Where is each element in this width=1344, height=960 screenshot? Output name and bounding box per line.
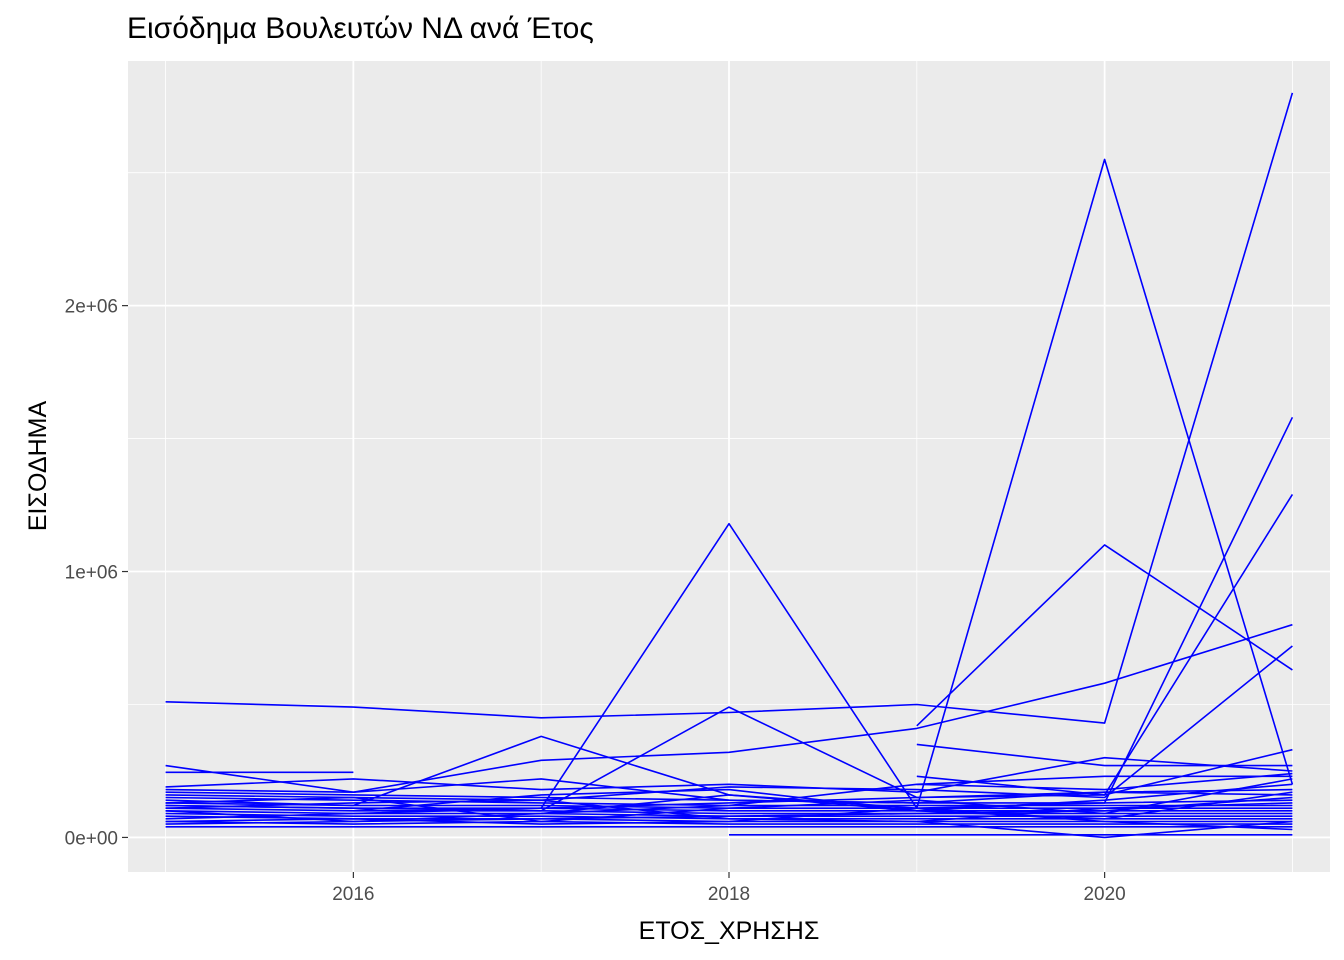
series-line-3 [916,544,1293,727]
series-line-33 [541,772,1293,815]
x-tick-label: 2020 [1083,884,1125,905]
chart-title: Εισόδημα Βουλευτών ΝΔ ανά Έτος [127,12,594,45]
series-line-1 [165,92,1294,724]
x-axis-title: ΕΤΟΣ_ΧΡΗΣΗΣ [639,917,820,945]
y-tick-label: 0e+00 [65,828,118,849]
y-tick-label: 1e+06 [65,563,118,584]
x-tick-label: 2016 [332,884,374,905]
series-line-32 [353,788,1293,820]
series-line-10 [165,756,1293,794]
series-line-12 [916,748,1293,796]
x-tick-label: 2018 [708,884,750,905]
series-line-30 [165,799,1293,823]
series-line-13 [916,775,1293,786]
series-line-27 [165,791,1293,820]
series-line-29 [165,778,1293,823]
series-line-17 [165,820,1293,825]
series-line-28 [165,783,1293,823]
series-line-25 [165,791,1293,804]
axes: 2016 2018 2020 0e+00 1e+06 2e+06 [65,297,1126,905]
series-line-31 [165,807,1293,831]
series-line-11 [916,743,1293,767]
y-axis-title: ΕΙΣΟΔΗΜΑ [24,401,52,532]
y-tick-label: 2e+06 [65,297,118,318]
series-lines [165,92,1294,839]
grid-lines [128,61,1330,872]
